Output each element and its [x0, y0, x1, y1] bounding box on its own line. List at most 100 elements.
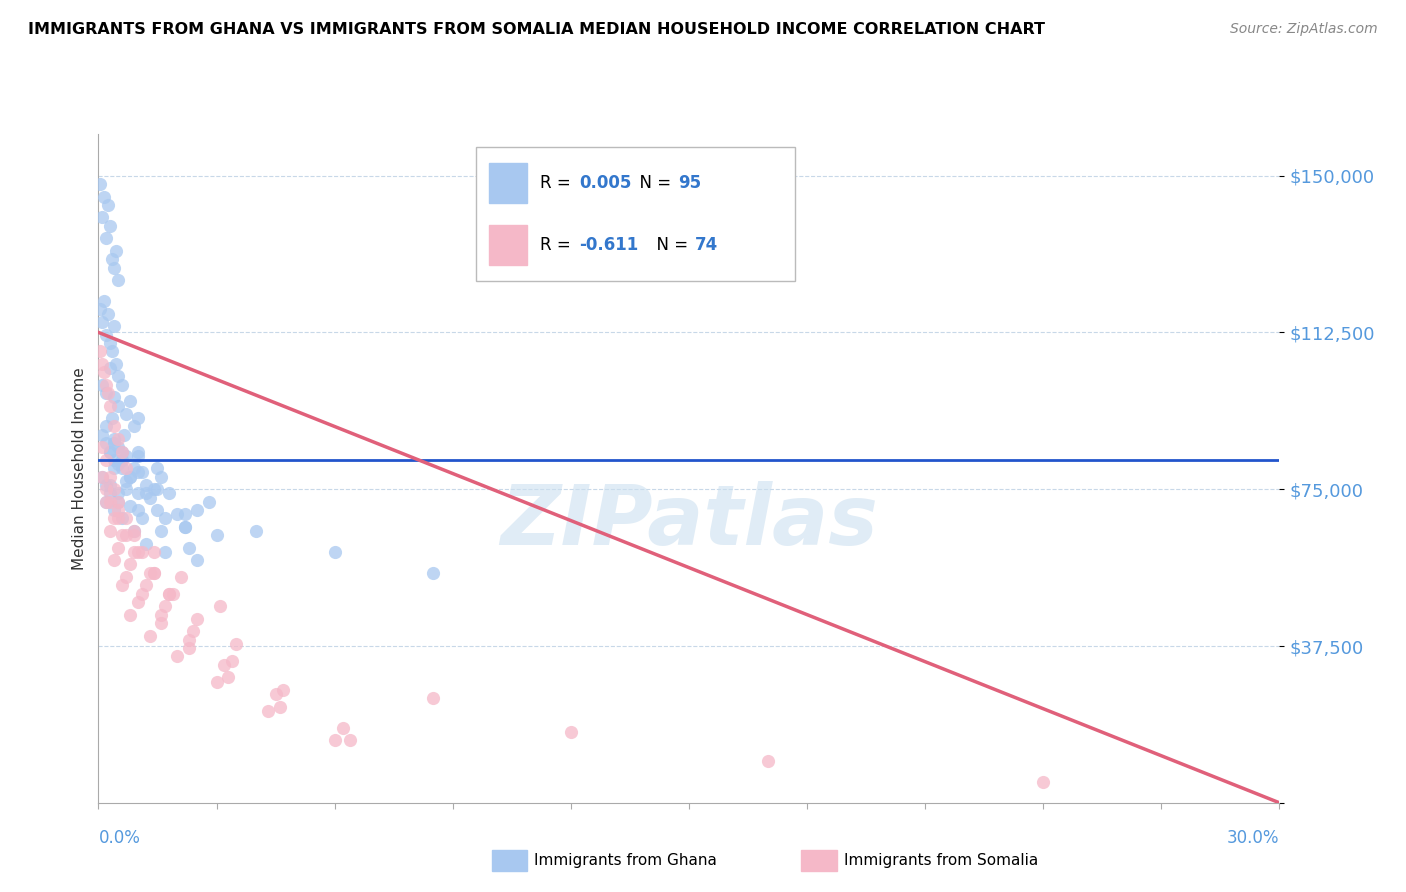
Point — [131, 587, 153, 601]
Point — [122, 524, 145, 538]
Point — [127, 449, 149, 463]
Point — [103, 553, 125, 567]
Point — [122, 528, 145, 542]
Point — [127, 466, 149, 480]
Point — [157, 587, 180, 601]
Point — [174, 520, 197, 534]
Point — [756, 754, 779, 768]
Point — [98, 524, 121, 538]
Text: N =: N = — [628, 174, 676, 193]
Point — [155, 511, 177, 525]
Point — [103, 260, 125, 275]
Text: Source: ZipAtlas.com: Source: ZipAtlas.com — [1230, 22, 1378, 37]
Point — [150, 615, 173, 630]
Point — [96, 327, 118, 342]
Point — [111, 461, 134, 475]
Point — [118, 607, 141, 622]
Point — [115, 570, 138, 584]
Point — [115, 407, 138, 421]
Point — [103, 511, 125, 525]
Point — [91, 377, 114, 392]
Point — [112, 428, 135, 442]
Point — [146, 461, 169, 475]
Point — [166, 508, 188, 522]
Text: IMMIGRANTS FROM GHANA VS IMMIGRANTS FROM SOMALIA MEDIAN HOUSEHOLD INCOME CORRELA: IMMIGRANTS FROM GHANA VS IMMIGRANTS FROM… — [28, 22, 1045, 37]
Point — [138, 566, 160, 580]
Text: R =: R = — [540, 174, 576, 193]
Point — [155, 545, 177, 559]
Point — [127, 545, 149, 559]
Text: 30.0%: 30.0% — [1227, 830, 1279, 847]
Point — [122, 545, 145, 559]
Point — [97, 198, 120, 212]
Point — [115, 528, 138, 542]
Point — [107, 541, 129, 555]
Point — [138, 491, 160, 505]
Point — [162, 587, 184, 601]
Y-axis label: Median Household Income: Median Household Income — [72, 367, 87, 570]
Point — [103, 319, 125, 334]
Point — [205, 674, 228, 689]
Point — [96, 494, 118, 508]
Point — [142, 482, 165, 496]
Point — [146, 503, 169, 517]
Point — [422, 691, 444, 706]
Point — [101, 252, 124, 267]
Point — [142, 566, 165, 580]
Point — [221, 654, 243, 668]
Point — [186, 503, 208, 517]
Text: 95: 95 — [678, 174, 702, 193]
Point — [111, 444, 134, 458]
Point — [103, 503, 125, 517]
Point — [91, 357, 114, 371]
Point — [98, 361, 121, 376]
Point — [107, 494, 129, 508]
Point — [107, 441, 129, 455]
Text: -0.611: -0.611 — [579, 235, 638, 254]
Point — [98, 469, 121, 483]
Point — [186, 612, 208, 626]
Point — [115, 449, 138, 463]
Point — [93, 294, 115, 309]
Point — [91, 428, 114, 442]
Point — [115, 474, 138, 488]
Point — [214, 657, 236, 672]
Point — [118, 394, 141, 409]
Text: 0.0%: 0.0% — [98, 830, 141, 847]
Point — [103, 432, 125, 446]
Point — [98, 399, 121, 413]
Point — [127, 595, 149, 609]
Point — [111, 453, 134, 467]
Point — [245, 524, 267, 538]
Point — [97, 386, 120, 401]
Point — [107, 399, 129, 413]
Point — [89, 344, 111, 359]
Point — [96, 231, 118, 245]
Point — [174, 520, 197, 534]
Point — [118, 499, 141, 513]
Point — [98, 444, 121, 458]
Point — [209, 599, 232, 614]
Point — [122, 524, 145, 538]
Point — [103, 482, 125, 496]
Point — [105, 357, 128, 371]
Point — [127, 503, 149, 517]
Point — [98, 335, 121, 350]
Point — [98, 444, 121, 458]
Point — [91, 469, 114, 483]
Point — [105, 244, 128, 258]
Point — [157, 587, 180, 601]
Point — [146, 482, 169, 496]
Point — [101, 411, 124, 425]
Point — [96, 494, 118, 508]
Text: 74: 74 — [695, 235, 718, 254]
Point — [339, 733, 361, 747]
Point — [155, 599, 177, 614]
Point — [111, 511, 134, 525]
Point — [98, 494, 121, 508]
Text: 0.005: 0.005 — [579, 174, 631, 193]
Point — [122, 419, 145, 434]
Point — [115, 511, 138, 525]
Point — [332, 721, 354, 735]
Point — [96, 436, 118, 450]
